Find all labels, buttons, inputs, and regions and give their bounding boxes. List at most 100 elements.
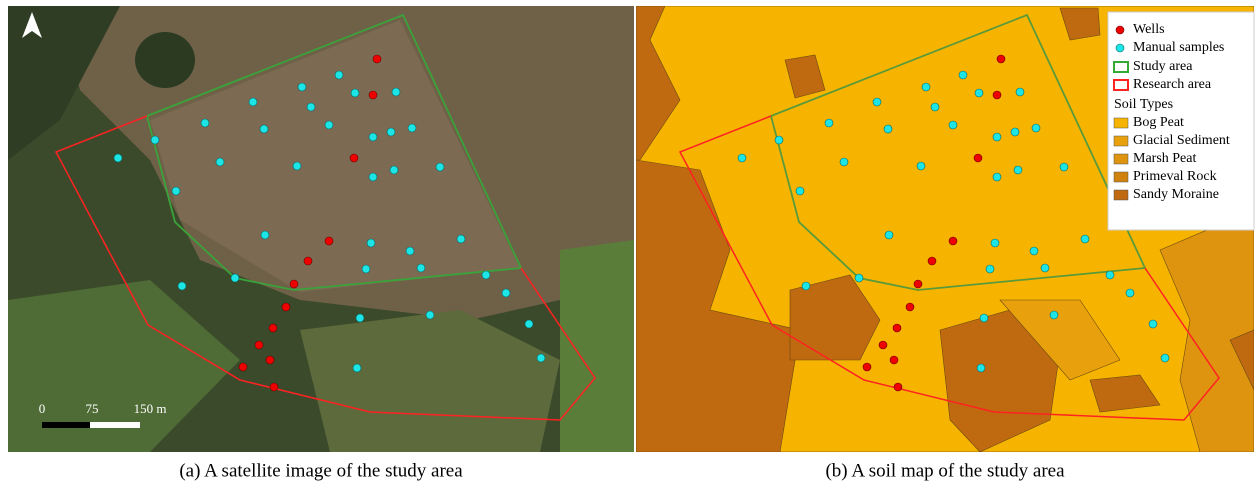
- manual-sample: [855, 274, 863, 282]
- satellite-map: [8, 6, 634, 452]
- well: [369, 91, 377, 99]
- manual-sample: [975, 89, 983, 97]
- well: [269, 324, 277, 332]
- scale-label: 150 m: [134, 401, 167, 416]
- manual-sample: [426, 311, 434, 319]
- manual-sample: [931, 103, 939, 111]
- manual-sample: [977, 364, 985, 372]
- manual-sample: [367, 239, 375, 247]
- well: [255, 341, 263, 349]
- manual-sample: [917, 162, 925, 170]
- legend-title: Soil Types: [1114, 97, 1173, 112]
- manual-sample: [369, 133, 377, 141]
- manual-sample: [298, 83, 306, 91]
- manual-sample: [260, 125, 268, 133]
- manual-sample: [408, 124, 416, 132]
- legend-label: Study area: [1133, 59, 1193, 74]
- manual-sample: [231, 274, 239, 282]
- well: [914, 280, 922, 288]
- manual-sample: [796, 187, 804, 195]
- manual-sample: [351, 89, 359, 97]
- manual-sample: [993, 133, 1001, 141]
- manual-sample: [417, 264, 425, 272]
- manual-sample: [884, 125, 892, 133]
- legend-label: Sandy Moraine: [1133, 187, 1219, 202]
- manual-sample: [537, 354, 545, 362]
- caption: (a) A satellite image of the study area: [179, 460, 463, 481]
- manual-sample: [249, 98, 257, 106]
- well: [270, 383, 278, 391]
- manual-sample: [1016, 88, 1024, 96]
- well: [373, 55, 381, 63]
- manual-sample: [1030, 247, 1038, 255]
- manual-sample: [172, 187, 180, 195]
- manual-sample: [390, 166, 398, 174]
- manual-sample: [293, 162, 301, 170]
- manual-sample: [738, 154, 746, 162]
- manual-sample: [1149, 320, 1157, 328]
- manual-sample: [325, 121, 333, 129]
- manual-sample: [392, 88, 400, 96]
- manual-sample: [1060, 163, 1068, 171]
- manual-sample: [178, 282, 186, 290]
- caption: (b) A soil map of the study area: [825, 460, 1065, 481]
- legend-label: Wells: [1133, 22, 1165, 37]
- well: [890, 356, 898, 364]
- well: [239, 363, 247, 371]
- manual-sample: [362, 265, 370, 273]
- manual-sample: [1126, 289, 1134, 297]
- well: [993, 91, 1001, 99]
- manual-sample: [525, 320, 533, 328]
- well: [894, 383, 902, 391]
- manual-sample: [775, 136, 783, 144]
- manual-sample: [825, 119, 833, 127]
- manual-sample: [502, 289, 510, 297]
- legend-label: Glacial Sediment: [1133, 133, 1230, 148]
- legend-label: Primeval Rock: [1133, 169, 1217, 184]
- well: [304, 257, 312, 265]
- manual-sample: [991, 239, 999, 247]
- manual-sample: [369, 173, 377, 181]
- manual-sample: [885, 231, 893, 239]
- legend-label: Bog Peat: [1133, 115, 1184, 130]
- well: [325, 237, 333, 245]
- manual-sample: [356, 314, 364, 322]
- well: [928, 257, 936, 265]
- manual-sample: [986, 265, 994, 273]
- well: [974, 154, 982, 162]
- manual-sample: [993, 173, 1001, 181]
- manual-sample: [335, 71, 343, 79]
- well: [997, 55, 1005, 63]
- well: [290, 280, 298, 288]
- well: [949, 237, 957, 245]
- manual-sample: [387, 128, 395, 136]
- manual-sample: [840, 158, 848, 166]
- manual-sample: [949, 121, 957, 129]
- manual-sample: [922, 83, 930, 91]
- scale-label: 75: [86, 401, 99, 416]
- manual-sample: [261, 231, 269, 239]
- legend: Wells Manual samples Study area Research…: [1108, 12, 1254, 230]
- legend-label: Manual samples: [1133, 40, 1224, 55]
- manual-sample: [436, 163, 444, 171]
- manual-sample: [1011, 128, 1019, 136]
- manual-sample: [151, 136, 159, 144]
- manual-sample: [482, 271, 490, 279]
- manual-sample: [307, 103, 315, 111]
- manual-sample: [457, 235, 465, 243]
- well: [266, 356, 274, 364]
- manual-sample: [1161, 354, 1169, 362]
- manual-sample: [980, 314, 988, 322]
- well: [350, 154, 358, 162]
- well: [282, 303, 290, 311]
- well: [906, 303, 914, 311]
- manual-sample: [201, 119, 209, 127]
- well: [893, 324, 901, 332]
- figure: 0 75 150 m Wells Manual samples Study ar…: [0, 0, 1257, 491]
- legend-label: Marsh Peat: [1133, 151, 1196, 166]
- well: [863, 363, 871, 371]
- manual-sample: [1032, 124, 1040, 132]
- manual-sample: [1014, 166, 1022, 174]
- manual-sample: [1041, 264, 1049, 272]
- manual-sample: [114, 154, 122, 162]
